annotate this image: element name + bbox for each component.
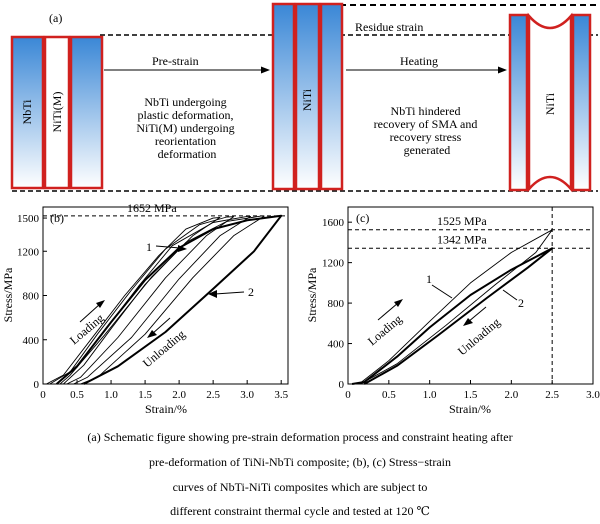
chart-b-label: (b) (50, 211, 64, 225)
series-1-curve-0 (46, 217, 221, 385)
x-tick-label: 0 (40, 389, 46, 401)
curve-1-pointer (155, 245, 181, 249)
curve-2-label: 2 (248, 285, 254, 299)
niti-label-mid: NiTi (300, 88, 314, 111)
series-1-curve-0 (352, 229, 553, 385)
y-tick-label: 400 (328, 339, 345, 351)
x-tick-label: 2.5 (206, 389, 220, 401)
heated-nbti-left (508, 13, 529, 192)
series-2-curve-1 (351, 247, 554, 385)
heating-arrowhead (498, 66, 507, 74)
y-tick-label: 800 (23, 291, 40, 303)
curve-1-pointer (431, 284, 453, 299)
unloading-arrow (467, 306, 487, 323)
x-tick-label: 3.0 (586, 389, 600, 401)
y-tick-label: 1500 (17, 213, 40, 225)
desc-deformation: NbTi undergoing plastic deformation, NiT… (136, 95, 237, 161)
y-tick-label: 1200 (322, 258, 345, 270)
niti-label-right: NiTi (543, 92, 557, 115)
unloading-label: Unloading (455, 315, 503, 358)
chart-c-xlabel: Strain/% (449, 402, 491, 416)
curve-1-label: 1 (146, 240, 152, 254)
y-tick-label: 400 (23, 335, 40, 347)
chart-b-xlabel: Strain/% (145, 402, 187, 416)
y-tick-label: 0 (34, 379, 40, 391)
pre-strain-arrowhead (261, 66, 270, 74)
caption-line-1: (a) Schematic figure showing pre-strain … (87, 430, 513, 444)
x-tick-label: 2.5 (545, 389, 559, 401)
series-1-curve-3 (63, 215, 265, 385)
y-tick-label: 800 (328, 298, 345, 310)
loading-arrowhead (394, 299, 403, 307)
curve-2-pointer (214, 291, 245, 295)
panel-a: (a) Residue strain NbTi NiTi(M) Pre-stra… (10, 2, 598, 193)
unloading-arrow (151, 317, 171, 335)
peak-stress-label: 1652 MPa (127, 201, 177, 215)
x-tick-label: 2.0 (504, 389, 518, 401)
x-tick-label: 0.5 (70, 389, 84, 401)
chart-c-ylabel: Stress/MPa (305, 267, 319, 322)
loading-label: Loading (365, 312, 405, 348)
x-tick-label: 2.0 (172, 389, 186, 401)
strained-nbti-left (271, 2, 296, 191)
x-tick-label: 1.5 (464, 389, 478, 401)
x-tick-label: 3.5 (274, 389, 288, 401)
heating-label: Heating (400, 54, 438, 68)
chart-b: (b) 0 0.5 1.0 1.5 2.0 2.5 3.0 3.5 0 400 800 1200 150… (1, 201, 289, 416)
nbti-block-left (10, 35, 45, 190)
x-tick-label: 1.0 (423, 389, 437, 401)
peak-stress-1-label: 1525 MPa (437, 214, 487, 228)
chart-c: (c) 0 0.5 1.0 1.5 2.0 2.5 3.0 0 400 800 1200 1600 1… (305, 206, 600, 416)
x-tick-label: 0.5 (382, 389, 396, 401)
desc-recovery: NbTi hindered recovery of SMA and recove… (374, 104, 481, 157)
x-tick-label: 1.5 (138, 389, 152, 401)
x-tick-label: 0 (345, 389, 351, 401)
y-tick-label: 1200 (17, 246, 40, 258)
niti-m-label: NiTi(M) (50, 92, 64, 133)
loading-arrow (377, 302, 399, 321)
caption-line-3: curves of NbTi-NiTi composites which are… (172, 480, 428, 494)
curve-2-label: 2 (518, 296, 524, 310)
y-tick-label: 1600 (322, 217, 345, 229)
loading-arrowhead (96, 300, 105, 308)
nbti-block-right (69, 35, 104, 190)
pre-strain-label: Pre-strain (152, 54, 199, 68)
series-2-curve-4 (55, 214, 283, 385)
peak-stress-2-label: 1342 MPa (437, 232, 487, 246)
strained-nbti-right (319, 2, 344, 191)
caption-line-2: pre-deformation of TiNi-NbTi composite; … (149, 455, 451, 469)
strained-niti (294, 2, 321, 191)
series-1-curve-1 (49, 216, 235, 385)
nbti-label: NbTi (20, 99, 34, 125)
heated-nbti-right (571, 13, 592, 192)
heated-niti (527, 12, 573, 193)
panel-a-label: (a) (49, 11, 62, 25)
loading-arrow (79, 303, 101, 323)
niti-m-block (43, 35, 71, 190)
unloading-arrowhead (463, 318, 473, 326)
curve-2-arrowhead (208, 290, 217, 298)
chart-b-ylabel: Stress/MPa (1, 267, 15, 322)
curve-2-pointer (502, 289, 518, 301)
x-tick-label: 3.0 (240, 389, 254, 401)
y-tick-label: 0 (339, 379, 345, 391)
curve-1-arrowhead (178, 245, 187, 252)
curve-1-label: 1 (426, 272, 432, 286)
caption-line-4: different constraint thermal cycle and t… (170, 504, 430, 518)
unloading-arrowhead (147, 330, 157, 338)
chart-c-label: (c) (356, 211, 369, 225)
residue-strain-label: Residue strain (355, 20, 423, 34)
x-tick-label: 1.0 (104, 389, 118, 401)
